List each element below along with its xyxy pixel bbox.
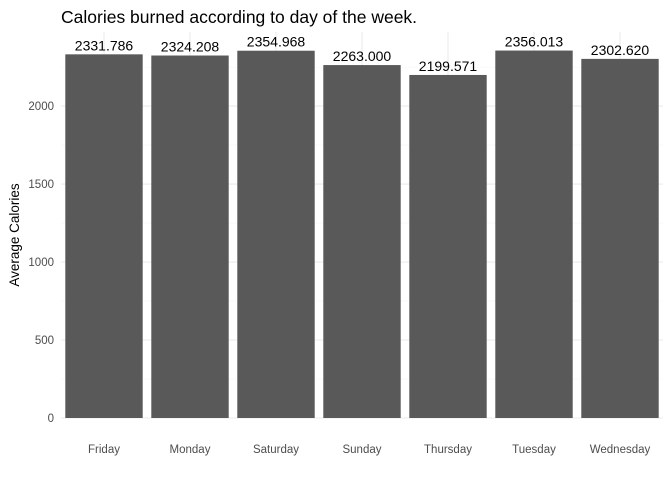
x-axis-ticks: Friday Monday Saturday Sunday Thursday Tuesda… <box>88 444 650 456</box>
bar <box>581 58 659 419</box>
bar <box>495 50 573 419</box>
x-tick-label: Sunday <box>342 444 381 456</box>
x-tick-label: Wednesday <box>590 444 651 456</box>
chart-title: Calories burned according to day of the … <box>61 7 417 27</box>
bar-value-label: 2302.620 <box>591 42 650 58</box>
bar <box>151 55 229 419</box>
x-tick-label: Saturday <box>253 444 299 456</box>
bar-value-label: 2324.208 <box>161 39 220 55</box>
bars <box>65 50 659 419</box>
y-axis-label: Average Calories <box>7 183 22 287</box>
x-tick-label: Monday <box>170 444 211 456</box>
y-axis-ticks: 0 500 1000 1500 2000 <box>28 101 54 425</box>
x-tick-label: Friday <box>88 444 120 456</box>
bar-value-label: 2354.968 <box>247 34 306 50</box>
x-tick-label: Thursday <box>424 444 472 456</box>
y-tick-label: 500 <box>35 335 54 347</box>
y-tick-label: 2000 <box>28 101 54 113</box>
bar <box>409 74 487 418</box>
y-tick-label: 0 <box>48 413 54 425</box>
bar-value-label: 2263.000 <box>333 48 392 64</box>
y-tick-label: 1000 <box>28 257 54 269</box>
data-labels: 2331.786 2324.208 2354.968 2263.000 2199.571… <box>75 34 650 74</box>
bar-value-label: 2331.786 <box>75 37 134 53</box>
x-tick-label: Tuesday <box>512 444 556 456</box>
bar-value-label: 2199.571 <box>419 58 478 74</box>
bar <box>65 54 143 418</box>
bar <box>323 65 401 419</box>
y-tick-label: 1500 <box>28 179 54 191</box>
bar <box>237 50 315 418</box>
bar-value-label: 2356.013 <box>505 34 564 50</box>
